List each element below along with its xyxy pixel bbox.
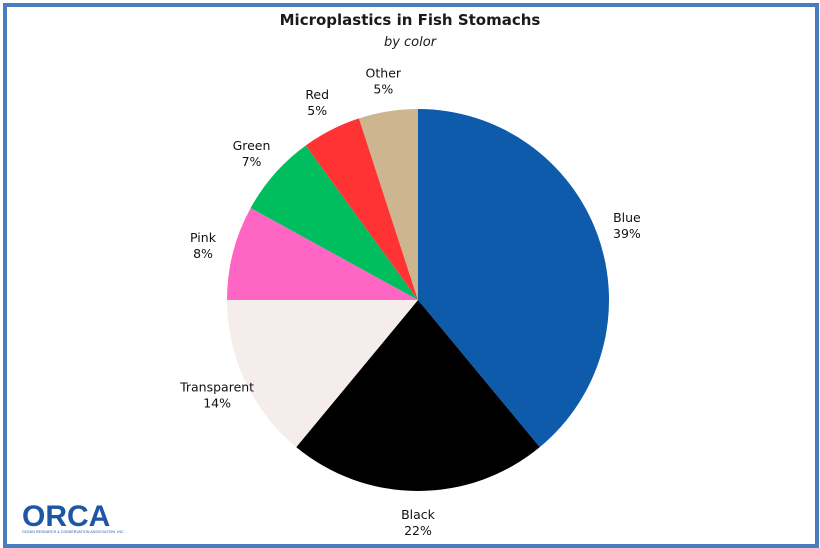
- chart-subtitle: by color: [383, 35, 437, 50]
- slice-label-red: Red 5%: [305, 87, 329, 118]
- slice-label-black: Black 22%: [401, 507, 436, 538]
- slice-value-label: 5%: [307, 103, 327, 118]
- pie-slice-other: [358, 109, 418, 300]
- slice-category-label: Green: [233, 138, 271, 153]
- pie-slice-red: [305, 118, 418, 300]
- slice-category-label: Red: [305, 87, 329, 102]
- slice-value-label: 8%: [193, 246, 213, 261]
- orca-logo-tagline: OCEAN RESEARCH & CONSERVATION ASSOCIATIO…: [22, 530, 125, 534]
- slice-category-label: Other: [366, 66, 402, 81]
- slice-label-green: Green 7%: [233, 138, 271, 169]
- slice-value-label: 7%: [242, 154, 262, 169]
- pie-slice-green: [250, 145, 418, 300]
- pie-slice-blue: [418, 109, 610, 448]
- slice-label-transparent: Transparent 14%: [179, 380, 254, 411]
- pie-slice-pink: [227, 207, 418, 300]
- slice-category-label: Pink: [190, 230, 217, 245]
- slice-value-label: 5%: [373, 82, 393, 97]
- slice-category-label: Transparent: [179, 380, 254, 395]
- pie-slice-black: [296, 300, 540, 492]
- slice-label-blue: Blue 39%: [613, 210, 641, 241]
- slice-value-label: 39%: [613, 226, 641, 241]
- chart-title: Microplastics in Fish Stomachs: [279, 11, 541, 29]
- slice-label-other: Other 5%: [366, 66, 402, 97]
- slice-label-pink: Pink 8%: [190, 230, 217, 261]
- slice-value-label: 14%: [203, 396, 231, 411]
- orca-logo-text: ORCA: [22, 500, 110, 531]
- slice-category-label: Blue: [613, 210, 641, 225]
- pie-slice-transparent: [227, 300, 418, 448]
- slice-category-label: Black: [401, 507, 436, 522]
- orca-logo: ORCA OCEAN RESEARCH & CONSERVATION ASSOC…: [22, 497, 132, 537]
- slice-value-label: 22%: [404, 523, 432, 538]
- orca-logo-mark: ORCA: [22, 500, 110, 533]
